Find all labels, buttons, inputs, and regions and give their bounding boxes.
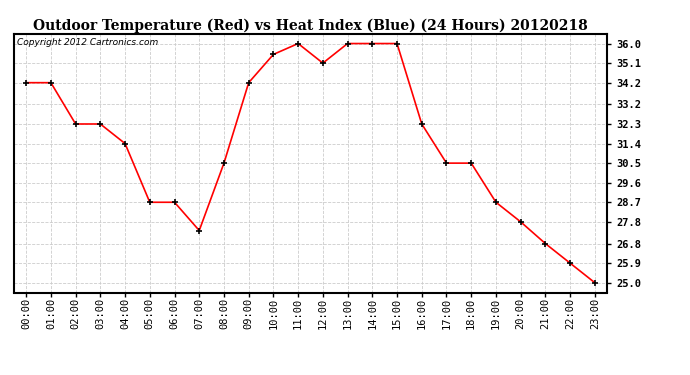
Text: Copyright 2012 Cartronics.com: Copyright 2012 Cartronics.com [17,38,158,46]
Title: Outdoor Temperature (Red) vs Heat Index (Blue) (24 Hours) 20120218: Outdoor Temperature (Red) vs Heat Index … [33,18,588,33]
